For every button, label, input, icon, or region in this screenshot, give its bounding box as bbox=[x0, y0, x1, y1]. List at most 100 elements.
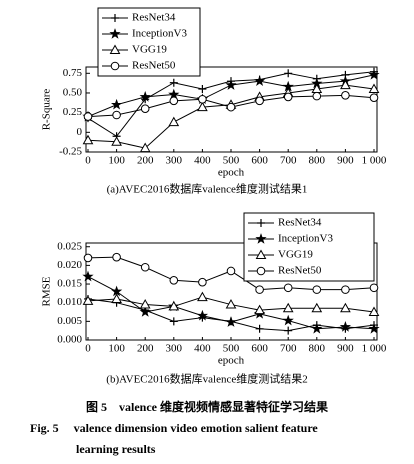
data-point bbox=[284, 326, 293, 335]
x-tick-label: 0 bbox=[85, 155, 91, 167]
x-tick-label: 700 bbox=[280, 343, 297, 355]
legend-marker bbox=[111, 14, 119, 22]
data-point bbox=[82, 134, 94, 145]
x-tick-label: 200 bbox=[137, 343, 154, 355]
data-point bbox=[139, 90, 151, 102]
data-point bbox=[112, 252, 121, 262]
legend-box bbox=[243, 212, 375, 282]
data-point bbox=[225, 316, 237, 327]
data-point bbox=[140, 262, 150, 272]
data-point bbox=[112, 110, 121, 120]
data-point bbox=[139, 142, 151, 153]
x-tick-label: 0 bbox=[85, 343, 91, 355]
y-tick-label: 0.005 bbox=[57, 315, 82, 327]
data-point bbox=[169, 96, 179, 106]
x-axis-label: epoch bbox=[218, 167, 245, 179]
x-tick-label: 700 bbox=[280, 155, 297, 167]
x-tick-label: 500 bbox=[223, 155, 240, 167]
data-point bbox=[368, 306, 380, 317]
data-point bbox=[340, 302, 351, 313]
y-tick-label: 0.75 bbox=[63, 67, 83, 79]
legend-label: InceptionV3 bbox=[278, 233, 333, 245]
y-tick-label: 0.020 bbox=[57, 259, 82, 271]
data-point bbox=[139, 299, 151, 309]
data-point bbox=[282, 314, 294, 326]
legend-label: VGG19 bbox=[278, 249, 313, 261]
series-line bbox=[87, 84, 375, 149]
y-tick-label: 0.025 bbox=[57, 240, 82, 252]
chart-subtitle: (b)AVEC2016数据库valence维度测试结果2 bbox=[106, 372, 307, 386]
data-point bbox=[196, 309, 209, 321]
data-point bbox=[253, 75, 266, 86]
data-point bbox=[197, 101, 208, 112]
data-point bbox=[340, 79, 351, 90]
x-axis-label: epoch bbox=[218, 355, 245, 367]
x-tick-label: 900 bbox=[337, 155, 354, 167]
data-point bbox=[225, 299, 237, 309]
data-point bbox=[368, 322, 380, 334]
data-point bbox=[339, 321, 352, 332]
legend-label: VGG19 bbox=[132, 44, 167, 56]
x-tick-label: 100 bbox=[108, 343, 125, 355]
legend-marker bbox=[110, 61, 120, 71]
data-point bbox=[282, 302, 294, 313]
x-tick-label: 1 000 bbox=[362, 343, 387, 355]
data-point bbox=[283, 283, 293, 293]
caption-en: Fig. 5 valence dimension video emotion s… bbox=[30, 421, 318, 435]
data-point bbox=[83, 112, 93, 121]
data-point bbox=[140, 104, 150, 114]
legend-marker bbox=[255, 233, 267, 244]
y-tick-label: 0.010 bbox=[57, 296, 82, 308]
data-point bbox=[341, 91, 350, 100]
data-point bbox=[225, 79, 237, 90]
data-point bbox=[169, 276, 179, 285]
legend-label: ResNet50 bbox=[278, 265, 322, 277]
data-point bbox=[198, 277, 207, 287]
data-point bbox=[198, 85, 207, 94]
y-tick-label: 0.50 bbox=[63, 87, 83, 99]
data-point bbox=[169, 78, 178, 87]
data-point bbox=[311, 302, 323, 313]
data-point bbox=[169, 317, 178, 326]
data-point bbox=[254, 304, 265, 315]
legend-marker bbox=[109, 28, 121, 39]
legend-label: ResNet34 bbox=[132, 12, 176, 24]
data-point bbox=[168, 116, 180, 127]
data-point bbox=[283, 92, 293, 102]
data-point bbox=[312, 285, 322, 294]
caption-en: learning results bbox=[76, 442, 156, 456]
y-axis-label: R-Square bbox=[41, 89, 53, 131]
x-tick-label: 400 bbox=[194, 343, 211, 355]
data-point bbox=[312, 91, 322, 101]
data-point bbox=[111, 136, 122, 146]
y-tick-label: 0.25 bbox=[63, 106, 83, 118]
x-tick-label: 600 bbox=[251, 343, 268, 355]
chart-subtitle: (a)AVEC2016数据库valence维度测试结果1 bbox=[107, 182, 308, 196]
data-point bbox=[168, 300, 180, 311]
x-tick-label: 400 bbox=[194, 155, 211, 167]
legend-marker bbox=[255, 249, 267, 259]
data-point bbox=[255, 96, 264, 106]
x-tick-label: 1 000 bbox=[362, 155, 387, 167]
data-point bbox=[311, 322, 323, 334]
data-point bbox=[110, 98, 123, 110]
legend-label: ResNet50 bbox=[132, 60, 176, 72]
data-point bbox=[83, 253, 93, 263]
y-tick-label: 0.000 bbox=[57, 334, 82, 346]
legend-label: InceptionV3 bbox=[132, 28, 187, 40]
data-point bbox=[197, 291, 208, 302]
data-point bbox=[82, 270, 94, 282]
legend-marker bbox=[256, 266, 266, 276]
y-tick-label: 0 bbox=[77, 126, 83, 138]
data-point bbox=[369, 283, 379, 293]
data-point bbox=[255, 285, 264, 294]
legend-marker bbox=[257, 219, 265, 227]
x-tick-label: 800 bbox=[309, 343, 326, 355]
data-point bbox=[255, 324, 264, 333]
data-point bbox=[139, 306, 151, 317]
y-tick-label: 0.015 bbox=[57, 278, 82, 290]
x-tick-label: 900 bbox=[337, 343, 354, 355]
data-point bbox=[341, 285, 350, 294]
x-tick-label: 200 bbox=[137, 155, 154, 167]
